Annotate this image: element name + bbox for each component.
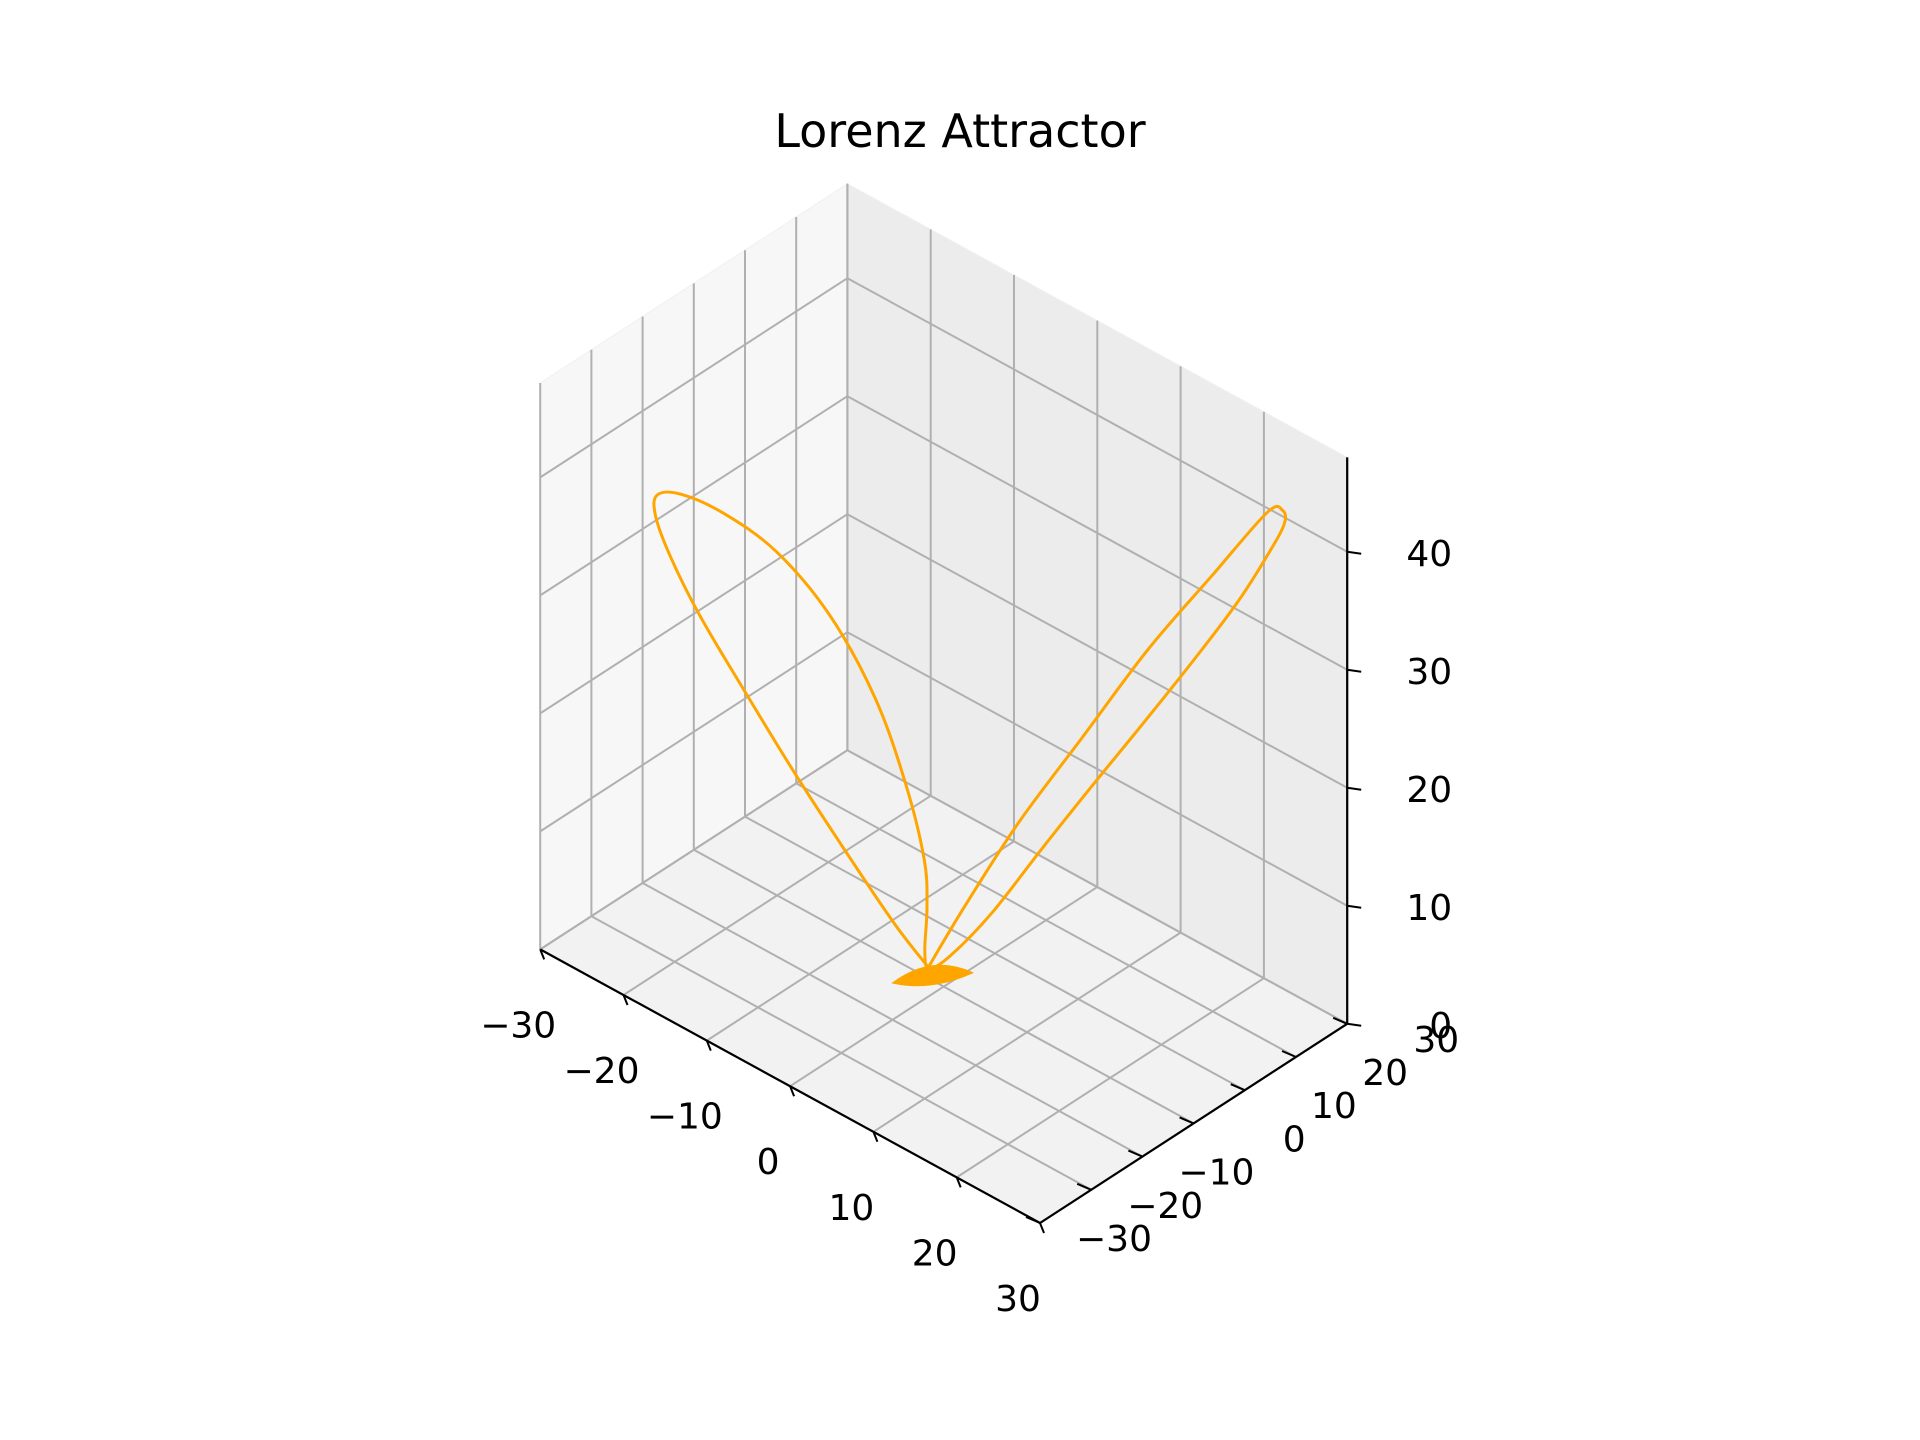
y-tick-label: −30 <box>1076 1219 1152 1260</box>
grid-line-z-left <box>539 631 848 833</box>
z-tick-label: 20 <box>1406 770 1452 811</box>
x-tick-label: −20 <box>564 1051 640 1092</box>
x-tick <box>872 1131 879 1143</box>
x-tick <box>705 1040 712 1051</box>
y-tick <box>1025 1216 1041 1224</box>
grid-line-z-left <box>539 277 848 479</box>
z-tick-label: 40 <box>1406 534 1452 575</box>
y-tick-label: 10 <box>1311 1086 1357 1127</box>
grid-line-z-back <box>846 749 1348 1025</box>
z-tick <box>1347 904 1362 909</box>
x-tick-label: 0 <box>757 1142 780 1183</box>
grid-line-y-floor <box>693 848 1195 1125</box>
z-tick <box>1347 668 1362 673</box>
grid-line-y-floor <box>590 915 1092 1191</box>
grid-line-y-floor <box>642 882 1143 1158</box>
series-line-0 <box>652 490 1287 971</box>
x-tick <box>539 949 546 960</box>
x-tick <box>789 1085 796 1097</box>
x-tick-label: −10 <box>647 1097 723 1138</box>
grid-line-z-back <box>846 277 1348 553</box>
z-tick-label: 10 <box>1406 888 1452 929</box>
y-tick-label: 30 <box>1413 1020 1459 1061</box>
x-tick-label: 30 <box>995 1279 1041 1320</box>
y-tick-label: −20 <box>1127 1186 1203 1227</box>
x-tick <box>1039 1222 1045 1234</box>
grid-line-y-floor <box>795 782 1297 1058</box>
y-tick-label: 20 <box>1362 1053 1408 1094</box>
series-core-0 <box>891 964 975 987</box>
chart-title: Lorenz Attractor <box>774 104 1146 158</box>
x-tick <box>622 994 629 1006</box>
grid-line-y-floor <box>744 815 1246 1092</box>
grid-line-z-back <box>846 631 1348 907</box>
y-tick <box>1179 1116 1194 1125</box>
y-tick <box>1230 1083 1246 1092</box>
z-tick <box>1347 1022 1362 1027</box>
grid-line-z-left <box>539 749 848 951</box>
z-tick-label: 30 <box>1406 652 1452 693</box>
y-tick-label: −10 <box>1178 1153 1254 1194</box>
x-tick-label: 20 <box>912 1233 958 1274</box>
z-tick <box>1347 786 1362 791</box>
y-tick <box>1076 1182 1092 1191</box>
grid-line-z-left <box>539 513 848 715</box>
y-tick <box>1281 1050 1297 1058</box>
grid-line-z-back <box>846 395 1348 671</box>
x-tick <box>955 1177 962 1188</box>
z-tick <box>1347 550 1362 555</box>
x-tick-label: 10 <box>828 1188 874 1229</box>
grid-line-z-back <box>846 513 1348 789</box>
z-tick-label: 0 <box>1429 1006 1452 1047</box>
y-tick <box>1332 1016 1348 1025</box>
grid-line-z-left <box>539 395 848 597</box>
x-tick-label: −30 <box>480 1005 556 1046</box>
y-tick-label: 0 <box>1283 1119 1306 1160</box>
y-tick <box>1128 1149 1143 1158</box>
